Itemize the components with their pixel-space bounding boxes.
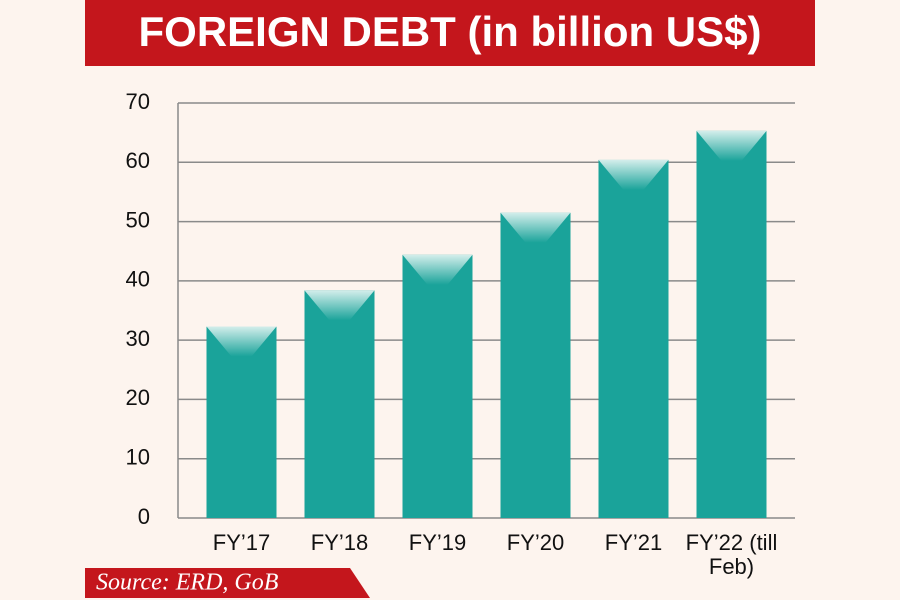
- y-tick-label: 0: [138, 504, 150, 529]
- y-tick-label: 50: [126, 207, 150, 232]
- y-tick-label: 20: [126, 385, 150, 410]
- bar: [696, 130, 767, 518]
- bar-highlight: [696, 130, 767, 161]
- x-tick-label: FY’20: [506, 530, 565, 555]
- bar: [206, 326, 277, 518]
- bar: [402, 254, 473, 518]
- chart-title: FOREIGN DEBT (in billion US$): [139, 8, 762, 55]
- x-tick-label: FY’19: [408, 530, 467, 555]
- source-box: [85, 568, 370, 598]
- bar-highlight: [598, 159, 669, 190]
- y-tick-label: 70: [126, 89, 150, 114]
- bar-highlight: [500, 212, 571, 243]
- y-tick-label: 40: [126, 267, 150, 292]
- bar: [500, 212, 571, 518]
- x-tick-label: FY’22 (till Feb): [685, 530, 778, 579]
- y-tick-label: 10: [126, 445, 150, 470]
- x-tick-label: FY’17: [212, 530, 271, 555]
- bar: [304, 290, 375, 518]
- bar: [598, 159, 669, 518]
- y-tick-label: 30: [126, 326, 150, 351]
- bar-highlight: [304, 290, 375, 321]
- x-tick-label: FY’18: [310, 530, 369, 555]
- x-tick-label: FY’21: [604, 530, 663, 555]
- bar-highlight: [206, 326, 277, 357]
- title-bar: [85, 0, 815, 66]
- bar-highlight: [402, 254, 473, 285]
- y-tick-label: 60: [126, 148, 150, 173]
- source: Source: ERD, GoB: [96, 570, 279, 596]
